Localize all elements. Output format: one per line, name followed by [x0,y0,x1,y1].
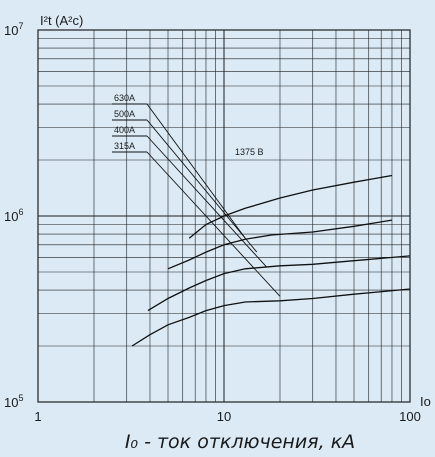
series-label-315A: 315A [114,141,135,151]
series-lines [131,174,411,347]
y-tick-label: 106 [4,207,23,224]
series-label-630A: 630A [114,93,135,103]
series-line-315A [131,288,411,347]
x-axis-end-label: Io [420,394,431,409]
x-tick-label: 1 [34,409,41,424]
y-axis-label: I²t (A²c) [40,13,83,28]
y-tick-label: 107 [4,21,23,38]
series-line-400A [147,255,411,312]
leader-line-500A [146,119,258,253]
series-label-500A: 500A [114,109,135,119]
leader-line-315A [146,151,281,297]
series-labels: 630A 500A 400A 315A [112,93,281,297]
plot-frame [37,29,411,403]
series-label-400A: 400A [114,125,135,135]
x-axis-label: I₀ - ток отключения, кА [125,431,355,453]
leader-line-400A [146,135,268,268]
y-tick-label: 105 [4,393,23,410]
leader-line-630A [146,103,246,239]
voltage-annotation: 1375 В [235,147,264,157]
x-tick-label: 100 [399,409,421,424]
series-line-630A [188,174,393,239]
series-line-500A [167,219,393,270]
tick-labels: 1 10 100 105 106 107 [4,21,421,424]
x-tick-label: 10 [217,409,231,424]
grid [37,29,411,403]
